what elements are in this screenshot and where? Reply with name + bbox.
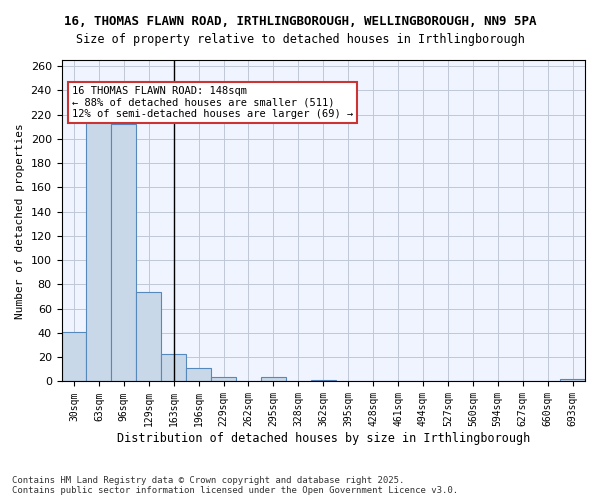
Text: Size of property relative to detached houses in Irthlingborough: Size of property relative to detached ho…	[76, 32, 524, 46]
Bar	[161, 354, 186, 382]
Bar	[261, 376, 286, 382]
Text: Contains HM Land Registry data © Crown copyright and database right 2025.
Contai: Contains HM Land Registry data © Crown c…	[12, 476, 458, 495]
Bar	[112, 124, 136, 382]
Bar	[311, 380, 336, 382]
Bar	[560, 379, 585, 382]
Bar	[186, 368, 211, 382]
Bar	[136, 292, 161, 382]
X-axis label: Distribution of detached houses by size in Irthlingborough: Distribution of detached houses by size …	[116, 432, 530, 445]
Y-axis label: Number of detached properties: Number of detached properties	[15, 123, 25, 318]
Bar	[86, 120, 112, 382]
Bar	[62, 332, 86, 382]
Text: 16 THOMAS FLAWN ROAD: 148sqm
← 88% of detached houses are smaller (511)
12% of s: 16 THOMAS FLAWN ROAD: 148sqm ← 88% of de…	[72, 86, 353, 119]
Bar	[211, 376, 236, 382]
Text: 16, THOMAS FLAWN ROAD, IRTHLINGBOROUGH, WELLINGBOROUGH, NN9 5PA: 16, THOMAS FLAWN ROAD, IRTHLINGBOROUGH, …	[64, 15, 536, 28]
